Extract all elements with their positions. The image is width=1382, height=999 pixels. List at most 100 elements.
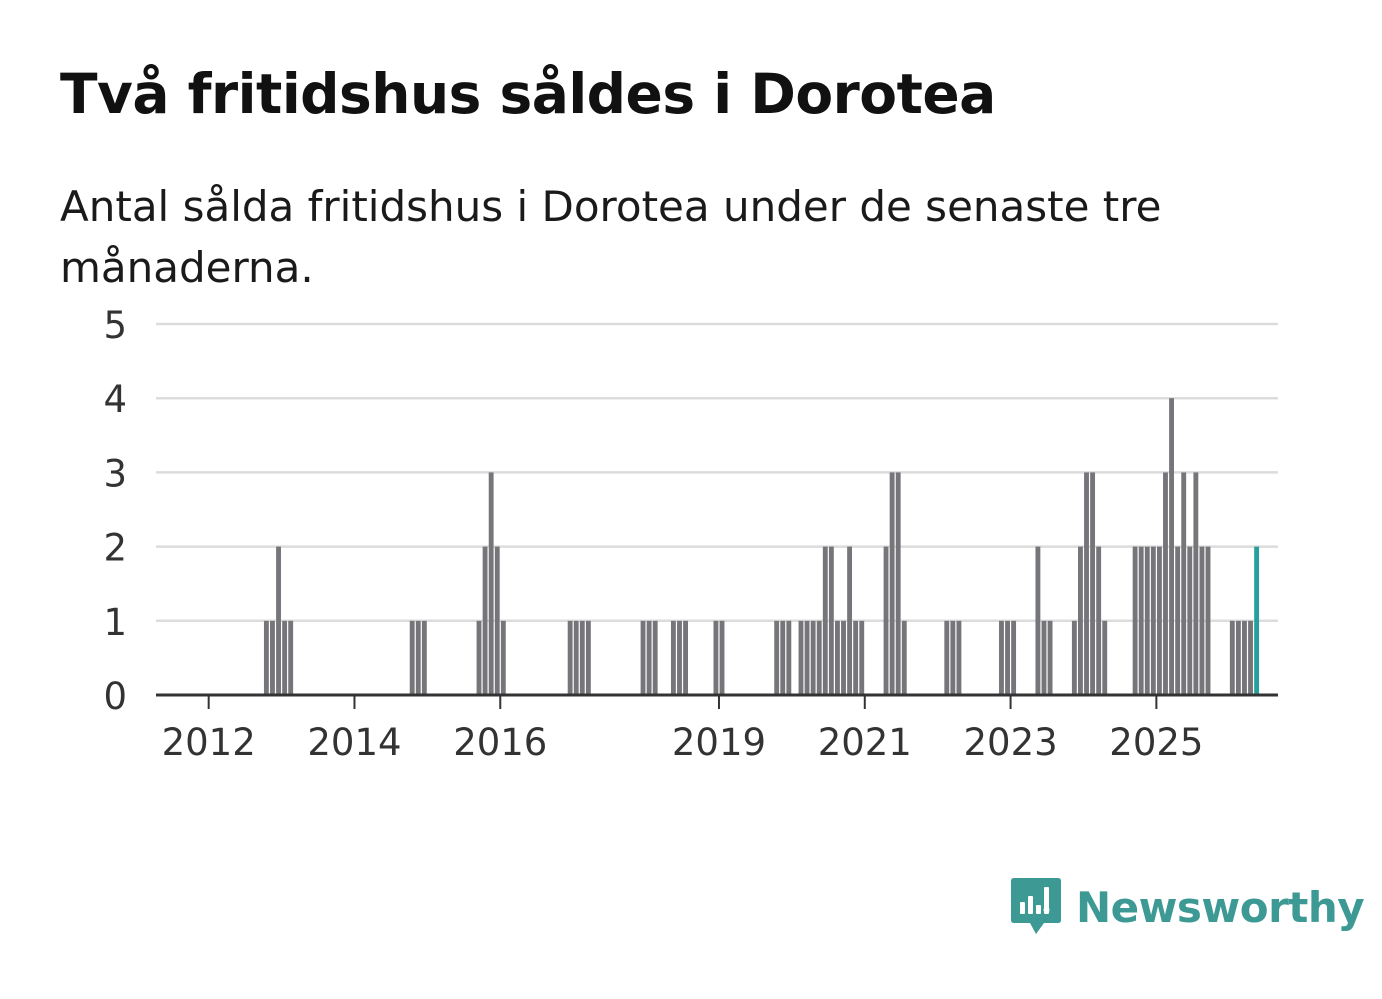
bar [1096,546,1102,695]
bar [421,620,427,695]
bar [476,620,482,695]
bar [883,546,889,695]
gridlines [156,322,1278,623]
bar [573,620,579,695]
bar [677,620,682,695]
bar [1181,472,1187,695]
bar [901,620,907,695]
bar [828,546,834,695]
bar [1035,546,1041,695]
data-labels: 2 [1259,0,1279,8]
bar [579,620,585,695]
bar [670,620,676,695]
bar [1193,472,1199,695]
bar [646,620,652,695]
bar [1175,546,1181,695]
data-label: 2 [1259,0,1279,8]
x-tick-label: 2012 [162,721,256,764]
bar [1102,620,1108,695]
bar [1163,472,1168,695]
bar [889,472,895,695]
bar [1011,620,1017,695]
bar [1205,546,1211,695]
bar [652,620,658,695]
bar [276,546,281,695]
bar [500,620,506,695]
bar [263,620,269,695]
bar [1156,546,1162,695]
y-tick-label: 4 [103,378,127,421]
bar [804,620,810,695]
x-tick-label: 2025 [1109,721,1203,764]
bar [1199,546,1205,695]
bar [780,620,786,695]
bar [270,620,275,695]
bar [1229,620,1235,695]
bar [585,620,591,695]
x-tick-label: 2016 [453,721,547,764]
bar [1187,546,1193,695]
bar [567,620,573,695]
bar [1078,546,1083,695]
x-tick-label: 2014 [307,721,401,764]
bar [488,472,494,695]
brand-name: Newsworthy [1076,882,1365,932]
bar [1248,620,1253,695]
bar [816,620,822,695]
axes: 0 1 2 3 4 5 2012 2014 2016 2019 2021 2023 2025 [103,304,1278,764]
bar [810,620,816,695]
bars [263,398,1260,695]
bar [950,620,956,695]
bar [895,472,901,695]
y-tick-label: 0 [103,675,127,718]
bar [835,620,840,695]
x-tick-label: 2023 [963,721,1057,764]
bar [847,546,853,695]
brand-logo: Newsworthy [1010,876,1365,938]
bar [640,620,646,695]
bar [1150,546,1156,695]
bar [719,620,725,695]
bar [944,620,950,695]
bar [1041,620,1047,695]
bar [1242,620,1247,695]
bar [1138,546,1144,695]
bar [683,620,688,695]
y-tick-label: 2 [103,527,127,570]
bar-highlighted [1254,546,1260,695]
bar [415,620,421,695]
bar [786,620,792,695]
bar [713,620,719,695]
bar [1169,398,1174,695]
y-tick-label: 3 [103,452,127,495]
bar [1144,546,1150,695]
bar [1047,620,1053,695]
bar [288,620,294,695]
bar [956,620,962,695]
x-tick-label: 2021 [818,721,912,764]
bar [482,546,488,695]
y-tick-label: 1 [103,601,127,644]
bar [409,620,415,695]
bar [798,620,804,695]
bar-chart: 0 1 2 3 4 5 2012 2014 2016 2019 2021 2023 2025 2 [103,0,1279,764]
bar [1071,620,1077,695]
bar [853,620,859,695]
y-tick-label: 5 [103,304,127,347]
bar [1132,546,1138,695]
bar [822,546,828,695]
chart-subtitle: Antal sålda fritidshus i Dorotea under d… [60,182,1162,292]
x-tick-label: 2019 [672,721,766,764]
bar [841,620,846,695]
bar [999,620,1004,695]
newsworthy-logo-icon [1011,878,1061,934]
bar [282,620,288,695]
bar [1084,472,1089,695]
bar [494,546,500,695]
bar [859,620,865,695]
bar [1090,472,1096,695]
chart-title: Två fritidshus såldes i Dorotea [60,62,996,126]
bar [774,620,780,695]
bar [1005,620,1010,695]
bar [1235,620,1241,695]
